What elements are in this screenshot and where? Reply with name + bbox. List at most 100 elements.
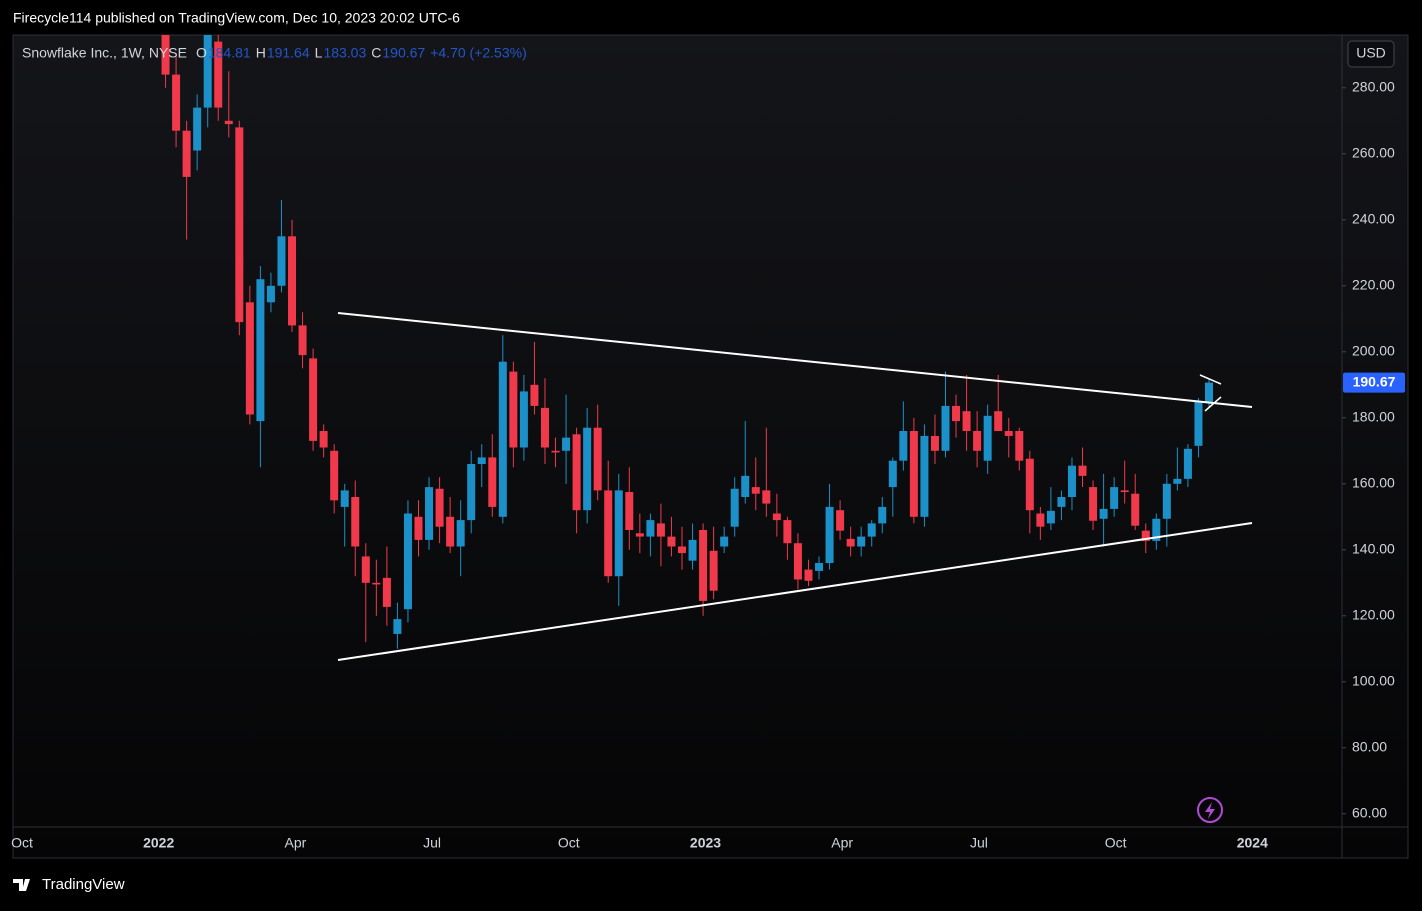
legend-ohlc-value: 191.64 [267,45,310,61]
alert-icon-bolt [1205,802,1215,819]
candle-body [1131,493,1140,526]
y-tick-label: 200.00 [1352,343,1395,359]
candle-body [309,358,318,441]
candle-body [1067,465,1076,497]
x-tick-label: Oct [1105,835,1127,851]
candle-body [351,497,360,547]
candle-body [593,427,602,491]
candle-body [720,536,729,547]
candle-body [1046,510,1055,524]
candle-body [678,546,686,554]
y-tick-label: 140.00 [1352,541,1395,557]
currency-box[interactable] [1347,40,1395,68]
candle-body [656,523,665,537]
candle-body [730,488,739,527]
chart-area [13,35,1408,858]
candle-body [793,543,802,580]
candle-body [298,325,307,356]
x-tick-label: 2024 [1237,835,1268,851]
candle-body [583,427,592,511]
plot [161,35,1213,649]
candle-body [920,435,929,517]
candle-body [182,130,191,177]
candle-body [1089,487,1098,521]
candle-body [909,431,918,517]
candle-body [1036,513,1045,527]
last-price-box [1343,372,1405,393]
candle-body [836,510,845,531]
candle-body [456,520,465,547]
candle-body [667,536,676,547]
legend-title: Snowflake Inc., 1W, NYSE [22,45,187,61]
candle-body [403,513,412,610]
candle-body [1162,483,1171,519]
candle-body [762,490,771,504]
candle-body [930,435,939,451]
x-tick-label: Jul [423,835,441,851]
candle-body [498,361,507,517]
y-tick-label: 160.00 [1352,475,1395,491]
candle-body [604,490,613,577]
candle-body [699,530,708,601]
legend-ohlc-value: 183.03 [323,45,366,61]
footer-brand: TradingView [42,876,125,893]
candle-body [288,236,297,326]
candle-body [193,107,202,151]
candle-body [1057,497,1066,507]
candle-body [867,523,876,537]
y-tick-label: 60.00 [1352,805,1387,821]
candle-body [741,475,750,497]
candle-body [1004,431,1013,436]
candle-body [1078,465,1087,476]
y-tick-label: 260.00 [1352,145,1395,161]
flag-line [1204,396,1222,412]
candle-body [551,450,560,453]
candle-body [1141,530,1150,541]
candle-body [1173,478,1182,484]
candle-body [235,127,244,323]
candle-body [1025,458,1034,511]
x-tick-label: Apr [285,835,307,851]
candle-body [804,569,813,581]
candle-body [530,384,539,406]
x-tick-label: Oct [558,835,580,851]
candle-body [1183,448,1192,479]
candle-body [1205,382,1213,402]
trendline-upper [337,312,1253,408]
candle-body [1152,518,1161,541]
y-tick-label: 240.00 [1352,211,1395,227]
x-tick-label: 2022 [143,835,174,851]
last-price-label: 190.67 [1353,373,1396,389]
logo [13,879,30,891]
legend-ohlc-key: C [371,45,381,61]
candle-body [256,279,265,422]
candle-body [751,487,760,494]
candle-body [878,506,887,524]
candle-body [488,457,497,507]
candle-body [857,536,866,547]
candle-body [382,577,391,607]
candle-body [941,405,950,451]
candle-body [266,285,275,303]
candle-body [319,431,328,448]
candle-body [625,492,634,530]
currency[interactable]: USD [1356,45,1386,61]
candle-body [572,434,581,511]
candle-body [330,450,339,501]
y-tick-label: 80.00 [1352,739,1387,755]
alert-icon[interactable] [1197,797,1223,823]
candle-body [614,490,623,577]
candle-body [393,619,402,634]
candle-body [772,513,781,521]
candle-body [161,35,170,75]
legend-change: +4.70 (+2.53%) [430,45,527,61]
candle-body [477,457,486,464]
y-tick-label: 280.00 [1352,79,1395,95]
candle-body [214,41,223,108]
candle-body [1194,401,1203,446]
legend-ohlc-value: 190.67 [382,45,425,61]
trendline-lower [337,522,1253,661]
candle-body [962,411,971,431]
candle-body [899,431,908,461]
